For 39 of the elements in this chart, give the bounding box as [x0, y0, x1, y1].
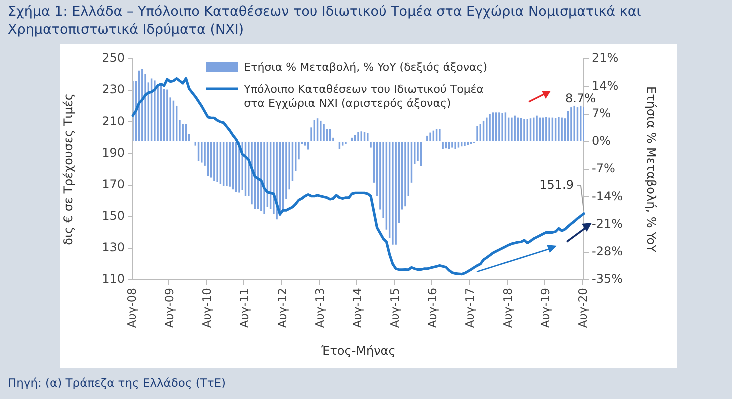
y2-tick-label: 7% [592, 106, 612, 120]
x-tick-label: Αυγ-15 [388, 288, 402, 328]
y-tick-label: 130 [102, 240, 125, 255]
y2-tick-label: 14% [592, 78, 619, 93]
x-tick-label: Αυγ-08 [124, 288, 139, 328]
y-tick-label: 110 [102, 272, 125, 286]
x-tick-label: Αυγ-16 [426, 288, 440, 328]
x-tick-label: Αυγ-20 [576, 288, 590, 328]
y2-tick-label: -7% [592, 162, 616, 176]
x-tick-label: Αυγ-11 [238, 288, 252, 328]
y-tick-label: 170 [102, 177, 125, 192]
x-tick-label: Αυγ-14 [350, 288, 364, 328]
data-label: 151.9 [540, 178, 574, 192]
x-tick-label: Αυγ-12 [275, 288, 290, 328]
legend-label: Ετήσια % Μεταβολή, % YoY (δεξιός άξονας) [244, 61, 488, 75]
x-tick-label: Αυγ-18 [500, 288, 515, 328]
y2-tick-label: -14% [592, 189, 624, 204]
y2-tick-label: -35% [592, 272, 624, 286]
y2-tick-label: 21% [592, 51, 619, 66]
x-tick-label: Αυγ-13 [312, 288, 327, 328]
legend-label: Υπόλοιπο Καταθέσεων του Ιδιωτικού Τομέα στα Εγχώρια ΝΧΙ (αριστερός άξονας) [244, 83, 486, 111]
y2-axis-title: Ετήσια % Μεταβολή, % YoY [644, 86, 659, 254]
x-tick-label: Αυγ-09 [162, 288, 177, 328]
y-tick-label: 210 [102, 114, 125, 128]
x-tick-label: Αυγ-19 [538, 288, 552, 328]
y2-tick-label: 0% [592, 134, 612, 148]
x-axis-title: Έτος-Μήνας [320, 344, 396, 358]
y-tick-label: 230 [102, 82, 125, 97]
x-tick-label: Αυγ-10 [200, 288, 214, 328]
y-tick-label: 150 [102, 208, 125, 223]
y2-tick-label: -21% [592, 216, 624, 231]
data-label: 8.7% [566, 92, 596, 106]
y-tick-label: 190 [102, 146, 125, 160]
text: Πηγή: (α) Τράπεζα της Ελλάδος (ΤτΕ) [8, 376, 226, 390]
x-tick-label: Αυγ-17 [463, 288, 478, 328]
y-axis-title: δις € σε Τρέχουσες Τιμές [61, 94, 76, 246]
y2-tick-label: -28% [592, 244, 624, 258]
y-tick-label: 250 [102, 51, 125, 66]
chart-title: Σχήμα 1: Ελλάδα – Υπόλοιπο Καταθέσεων του Ιδιωτικού Τομέα στα Εγχώρια Νομισματικά και Χρηματοπιστωτικά Ιδρύματα (ΝΧΙ) [8, 3, 642, 39]
